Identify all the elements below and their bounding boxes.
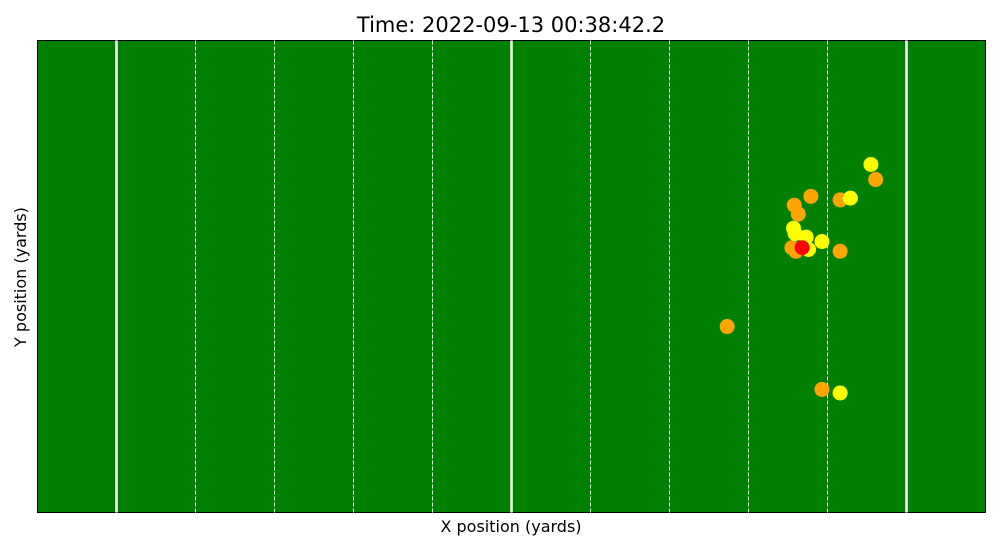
player-point [794, 240, 810, 256]
player-point [814, 234, 830, 250]
player-point [842, 190, 858, 206]
y-axis-label: Y position (yards) [11, 207, 30, 348]
player-point [832, 385, 848, 401]
player-point [786, 197, 802, 213]
player-point [719, 319, 735, 335]
player-point [803, 188, 819, 204]
player-point [832, 243, 848, 259]
x-axis-label: X position (yards) [440, 517, 581, 536]
player-markers [719, 156, 884, 401]
player-point [868, 172, 884, 188]
yard-lines [115, 40, 908, 513]
player-point [863, 156, 879, 172]
chart-title: Time: 2022-09-13 00:38:42.2 [356, 13, 665, 37]
player-point [814, 381, 830, 397]
